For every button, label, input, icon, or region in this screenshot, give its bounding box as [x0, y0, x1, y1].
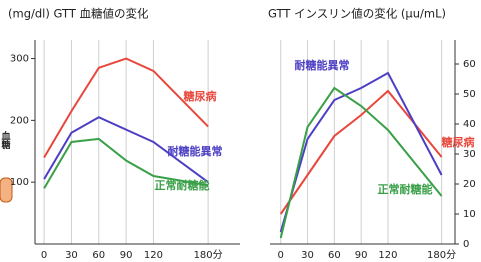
- x-tick-label: 0: [41, 250, 47, 261]
- x-tick-label: 90: [355, 250, 368, 261]
- x-tick-label: 0: [278, 250, 284, 261]
- y-tick-label: 10: [463, 209, 476, 220]
- y-tick-label: 100: [10, 177, 29, 188]
- y-tick-label: 40: [463, 119, 476, 130]
- y-tick-label: 60: [463, 59, 476, 70]
- chart: 血糖 (mg/dl) GTT 血糖値の変化0306090120180分10020…: [0, 0, 481, 262]
- y-tick-label: 200: [10, 115, 29, 126]
- y-tick-label: 50: [463, 89, 476, 100]
- x-tick-label: 180分: [194, 249, 223, 261]
- series-label: 糖尿病: [442, 135, 475, 149]
- series-label: 耐糖能異常: [295, 58, 350, 72]
- x-tick-label: 30: [301, 250, 314, 261]
- series-label: 糖尿病: [184, 89, 217, 103]
- y-tick-label: 30: [463, 149, 476, 160]
- x-tick-label: 60: [328, 250, 341, 261]
- chart-title: GTT インスリン値の変化 (μu/mL): [268, 7, 446, 21]
- y-tick-label: 0: [463, 239, 469, 250]
- series-label: 正常耐糖能: [378, 182, 433, 196]
- x-tick-label: 120: [378, 250, 397, 261]
- chart-title: (mg/dl) GTT 血糖値の変化: [8, 7, 149, 21]
- x-tick-label: 90: [120, 250, 133, 261]
- x-tick-label: 60: [92, 250, 105, 261]
- series-label: 耐糖能異常: [168, 144, 223, 158]
- series-label: 正常耐糖能: [155, 178, 210, 192]
- y-tick-label: 300: [10, 54, 29, 65]
- annotation: 血糖: [0, 130, 10, 150]
- x-tick-label: 120: [144, 250, 163, 261]
- x-tick-label: 30: [65, 250, 78, 261]
- x-tick-label: 180分: [427, 249, 456, 261]
- y-tick-label: 20: [463, 179, 476, 190]
